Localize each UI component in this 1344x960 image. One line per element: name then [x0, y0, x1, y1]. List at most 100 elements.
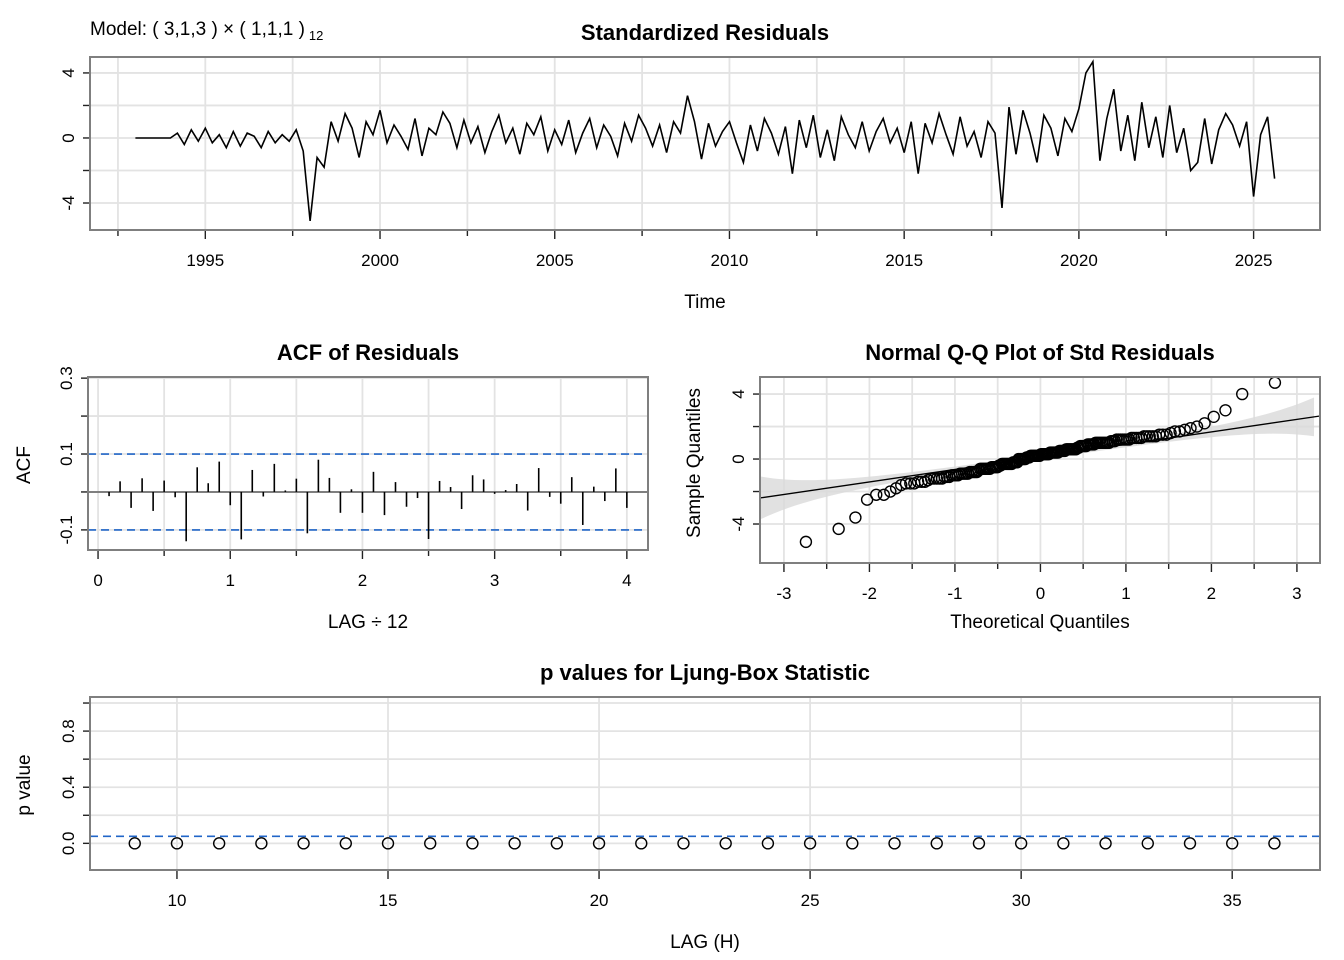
residuals-xlabel: Time [684, 292, 726, 313]
x-tick-label: 1 [1121, 584, 1130, 603]
ljung-box-panel: 10 15 20 25 30 35 0.0 0.4 0.8 [59, 696, 1321, 910]
p-value-point [1099, 837, 1112, 850]
qq-point [870, 488, 883, 501]
plot-frame [89, 696, 1321, 871]
qq-point [1178, 423, 1191, 436]
x-tick-label: 2010 [711, 251, 749, 270]
ljung-box-title: p values for Ljung-Box Statistic [540, 660, 870, 685]
p-value-point [635, 837, 648, 850]
p-value-point [170, 837, 184, 850]
qq-point [849, 511, 862, 524]
residual-series-line [135, 59, 1276, 221]
y-tick-label: 0.4 [59, 775, 78, 799]
plot-frame [89, 56, 1321, 231]
p-value-point [761, 837, 775, 850]
p-value-point [930, 837, 943, 850]
p-value-point [1014, 837, 1028, 850]
qq-point [1207, 410, 1220, 423]
x-tick-label: 15 [379, 891, 398, 910]
p-value-point [803, 837, 817, 850]
qq-panel: -3 -2 -1 0 1 2 3 4 0 -4 [729, 376, 1321, 603]
qq-ylabel: Sample Quantiles [684, 388, 705, 538]
acf-xlabel: LAG ÷ 12 [328, 612, 408, 633]
p-value-point [381, 837, 395, 850]
ljung-box-xlabel: LAG (H) [670, 932, 740, 953]
x-tick-label: 30 [1012, 891, 1031, 910]
x-tick-label: 2 [358, 571, 367, 590]
p-value-point [212, 837, 226, 850]
p-value-point [255, 837, 268, 850]
p-value-point [550, 837, 564, 850]
y-tick-label: 0 [59, 133, 78, 142]
qq-point [1140, 430, 1154, 443]
qq-point [1190, 420, 1204, 433]
acf-title: ACF of Residuals [277, 340, 459, 365]
acf-panel: 0 1 2 3 4 -0.1 0.1 0.3 [57, 366, 649, 590]
plot-frame [87, 376, 649, 551]
x-tick-label: 0 [1036, 584, 1045, 603]
y-tick-label: 0 [729, 454, 748, 463]
x-tick-label: 3 [1292, 584, 1301, 603]
qq-point [1236, 387, 1249, 401]
plot-frame [759, 376, 1321, 564]
p-value-point [1183, 837, 1197, 850]
qq-point [899, 477, 913, 490]
p-value-point [1226, 837, 1239, 850]
qq-point [1143, 430, 1156, 443]
p-value-point [339, 837, 352, 850]
x-tick-label: 2005 [536, 251, 574, 270]
x-tick-label: -1 [947, 584, 962, 603]
y-tick-label: -0.1 [57, 515, 76, 544]
y-tick-label: 0.3 [57, 366, 76, 390]
p-value-point [1268, 837, 1281, 850]
x-tick-label: 3 [490, 571, 499, 590]
p-value-point [1141, 837, 1154, 850]
x-tick-label: 10 [167, 891, 186, 910]
p-value-point [888, 837, 901, 850]
ljung-box-ylabel: p value [14, 754, 35, 815]
qq-point [799, 535, 813, 549]
p-value-point [424, 837, 437, 850]
x-tick-label: -3 [776, 584, 791, 603]
residuals-panel: 1995 2000 2005 2010 2015 2020 2025 4 0 -4 [59, 56, 1321, 270]
p-value-point [1057, 837, 1070, 850]
y-tick-label: -4 [59, 195, 78, 210]
y-tick-label: 0.1 [57, 442, 76, 466]
x-tick-label: 25 [801, 891, 820, 910]
p-value-point [719, 837, 732, 850]
qq-title: Normal Q-Q Plot of Std Residuals [865, 340, 1215, 365]
p-value-point [677, 837, 690, 850]
y-tick-label: -4 [729, 516, 748, 531]
p-value-point [466, 837, 479, 850]
p-value-point [592, 837, 606, 850]
y-tick-label: 0.8 [59, 719, 78, 743]
x-tick-label: 0 [93, 571, 102, 590]
x-tick-label: 2025 [1235, 251, 1273, 270]
p-value-point [128, 837, 141, 850]
qq-point [1219, 404, 1232, 417]
qq-point [1184, 421, 1197, 435]
qq-point [877, 488, 891, 501]
qq-point [832, 522, 845, 536]
acf-ylabel: ACF [14, 446, 35, 484]
x-tick-label: 35 [1223, 891, 1242, 910]
y-tick-label: 0.0 [59, 832, 78, 856]
residuals-title: Standardized Residuals [581, 20, 829, 45]
p-value-point [297, 837, 310, 850]
x-tick-label: 1995 [186, 251, 224, 270]
x-tick-label: 2000 [361, 251, 399, 270]
p-value-point [972, 837, 986, 850]
y-tick-label: 4 [59, 68, 78, 77]
model-label: Model: ( 3,1,3 ) × ( 1,1,1 ) 12 [90, 19, 323, 43]
qq-point [1168, 425, 1182, 438]
x-tick-label: 2015 [885, 251, 923, 270]
p-value-point [846, 837, 859, 850]
qq-point [1173, 425, 1186, 438]
x-tick-label: 1 [226, 571, 235, 590]
qq-point [1156, 428, 1169, 441]
qq-point [1198, 417, 1211, 430]
x-tick-label: 20 [590, 891, 609, 910]
y-tick-label: 4 [729, 389, 748, 398]
qq-xlabel: Theoretical Quantiles [950, 612, 1130, 633]
